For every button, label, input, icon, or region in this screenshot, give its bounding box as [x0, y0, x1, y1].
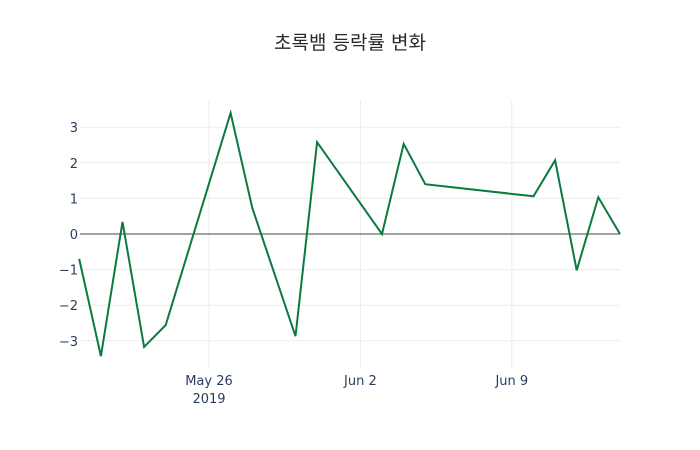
x-tick-label: Jun 2 [343, 374, 377, 389]
y-tick-label: −1 [59, 264, 78, 279]
chart-title: 초록뱀 등락률 변화 [274, 32, 426, 54]
x-axis: May 26 2019 Jun 2 Jun 9 [185, 374, 528, 407]
series-line[interactable] [78, 109, 621, 357]
x-tick-label: Jun 9 [494, 374, 528, 389]
y-tick-label: −3 [59, 335, 78, 350]
y-tick-label: 0 [70, 228, 78, 243]
y-axis: −3 −2 −1 0 1 2 3 [59, 121, 78, 350]
y-tick-label: 1 [70, 192, 78, 207]
y-tick-label: −2 [59, 299, 78, 314]
y-tick-label: 3 [70, 121, 78, 136]
x-tick-label: May 26 [185, 374, 233, 389]
x-tick-sublabel: 2019 [192, 392, 225, 407]
y-tick-label: 2 [70, 157, 78, 172]
